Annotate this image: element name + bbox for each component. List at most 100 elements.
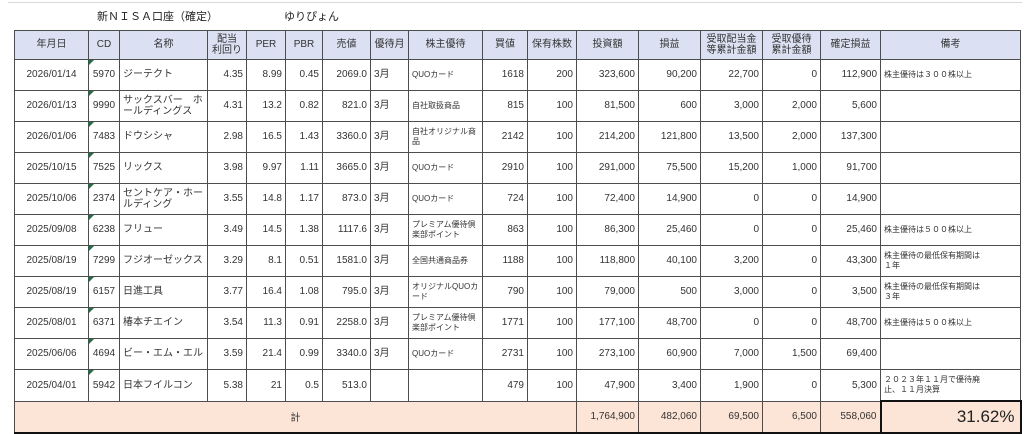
cell-remarks[interactable]: 株主優待は５００株以上 bbox=[880, 307, 1021, 339]
cell-code[interactable]: 9990 bbox=[88, 90, 120, 122]
cell-sell-price[interactable]: 3665.0 bbox=[322, 152, 371, 184]
cell-code[interactable]: 7525 bbox=[88, 152, 120, 184]
cell-fixed-profit[interactable]: 5,600 bbox=[820, 90, 881, 122]
cell-shares-held[interactable]: 100 bbox=[527, 245, 577, 277]
cell-dividend-yield[interactable]: 4.35 bbox=[207, 59, 247, 91]
cell-date[interactable]: 2026/01/06 bbox=[14, 121, 89, 153]
cell-shareholder-benefit[interactable]: QUOカード bbox=[408, 338, 483, 370]
cell-per[interactable]: 14.5 bbox=[246, 214, 286, 246]
total-investment-cell[interactable]: 1,764,900 bbox=[576, 400, 639, 434]
cell-shares-held[interactable]: 100 bbox=[527, 369, 577, 402]
cell-pbr[interactable]: 0.82 bbox=[285, 90, 323, 122]
cell-fixed-profit[interactable]: 14,900 bbox=[820, 183, 881, 215]
col-header-benefits-cum[interactable]: 受取優待 累計金額 bbox=[762, 30, 821, 60]
cell-buy-price[interactable]: 2910 bbox=[482, 152, 528, 184]
cell-date[interactable]: 2026/01/13 bbox=[14, 90, 89, 122]
col-header-shareholder-benefit[interactable]: 株主優待 bbox=[408, 30, 483, 60]
cell-date[interactable]: 2025/10/06 bbox=[14, 183, 89, 215]
cell-dividends-cum[interactable]: 3,000 bbox=[700, 276, 763, 308]
cell-benefits-cum[interactable]: 1,500 bbox=[762, 338, 821, 370]
cell-benefit-month[interactable]: 3月 bbox=[370, 214, 409, 246]
cell-shareholder-benefit[interactable]: 自社取扱商品 bbox=[408, 90, 483, 122]
cell-buy-price[interactable]: 2731 bbox=[482, 338, 528, 370]
cell-shares-held[interactable]: 100 bbox=[527, 183, 577, 215]
cell-fixed-profit[interactable]: 3,500 bbox=[820, 276, 881, 308]
cell-dividends-cum[interactable]: 3,000 bbox=[700, 90, 763, 122]
total-return-pct-cell[interactable]: 31.62% bbox=[879, 400, 1022, 434]
cell-buy-price[interactable]: 1771 bbox=[482, 307, 528, 339]
cell-profit-loss[interactable]: 60,900 bbox=[638, 338, 701, 370]
cell-shareholder-benefit[interactable]: 全国共通商品券 bbox=[408, 245, 483, 277]
cell-date[interactable]: 2025/08/01 bbox=[14, 307, 89, 339]
cell-sell-price[interactable]: 1117.6 bbox=[322, 214, 371, 246]
cell-profit-loss[interactable]: 121,800 bbox=[638, 121, 701, 153]
cell-buy-price[interactable]: 815 bbox=[482, 90, 528, 122]
cell-profit-loss[interactable]: 600 bbox=[638, 90, 701, 122]
cell-dividends-cum[interactable]: 7,000 bbox=[700, 338, 763, 370]
cell-sell-price[interactable]: 3340.0 bbox=[322, 338, 371, 370]
cell-buy-price[interactable]: 790 bbox=[482, 276, 528, 308]
col-header-name[interactable]: 名称 bbox=[119, 30, 208, 60]
cell-code[interactable]: 5942 bbox=[88, 369, 120, 402]
cell-benefits-cum[interactable]: 0 bbox=[762, 183, 821, 215]
cell-remarks[interactable] bbox=[880, 152, 1021, 184]
cell-buy-price[interactable]: 2142 bbox=[482, 121, 528, 153]
cell-benefits-cum[interactable]: 0 bbox=[762, 245, 821, 277]
cell-dividend-yield[interactable]: 3.59 bbox=[207, 338, 247, 370]
cell-name[interactable]: フリュー bbox=[119, 214, 208, 246]
cell-date[interactable]: 2025/09/08 bbox=[14, 214, 89, 246]
cell-shares-held[interactable]: 100 bbox=[527, 307, 577, 339]
cell-benefit-month[interactable]: 3月 bbox=[370, 121, 409, 153]
cell-remarks[interactable] bbox=[880, 121, 1021, 153]
cell-dividend-yield[interactable]: 3.98 bbox=[207, 152, 247, 184]
cell-date[interactable]: 2025/10/15 bbox=[14, 152, 89, 184]
cell-pbr[interactable]: 1.38 bbox=[285, 214, 323, 246]
cell-dividends-cum[interactable]: 1,900 bbox=[700, 369, 763, 402]
cell-benefit-month[interactable]: 3月 bbox=[370, 338, 409, 370]
cell-code[interactable]: 4694 bbox=[88, 338, 120, 370]
total-fixed-profit-cell[interactable]: 558,060 bbox=[820, 400, 881, 434]
cell-investment[interactable]: 291,000 bbox=[576, 152, 639, 184]
cell-buy-price[interactable]: 1188 bbox=[482, 245, 528, 277]
cell-name[interactable]: 日本フイルコン bbox=[119, 369, 208, 402]
cell-shareholder-benefit[interactable]: オリジナルQUOカード bbox=[408, 276, 483, 308]
cell-benefit-month[interactable]: 3月 bbox=[370, 59, 409, 91]
cell-pbr[interactable]: 1.08 bbox=[285, 276, 323, 308]
cell-per[interactable]: 16.4 bbox=[246, 276, 286, 308]
col-header-benefit-month[interactable]: 優待月 bbox=[370, 30, 409, 60]
cell-shares-held[interactable]: 100 bbox=[527, 214, 577, 246]
cell-benefit-month[interactable]: 3月 bbox=[370, 152, 409, 184]
total-profit-loss-cell[interactable]: 482,060 bbox=[638, 400, 701, 434]
col-header-dividends-cum[interactable]: 受取配当金 等累計金額 bbox=[700, 30, 763, 60]
cell-benefits-cum[interactable]: 0 bbox=[762, 307, 821, 339]
col-header-buy-price[interactable]: 買値 bbox=[482, 30, 528, 60]
cell-profit-loss[interactable]: 90,200 bbox=[638, 59, 701, 91]
cell-remarks[interactable]: ２０２３年１１月で優待廃 止、１１月決算 bbox=[880, 369, 1021, 402]
cell-benefits-cum[interactable]: 0 bbox=[762, 59, 821, 91]
cell-investment[interactable]: 177,100 bbox=[576, 307, 639, 339]
cell-name[interactable]: ジーテクト bbox=[119, 59, 208, 91]
cell-investment[interactable]: 118,800 bbox=[576, 245, 639, 277]
col-header-sell-price[interactable]: 売値 bbox=[322, 30, 371, 60]
cell-fixed-profit[interactable]: 43,300 bbox=[820, 245, 881, 277]
cell-sell-price[interactable]: 513.0 bbox=[322, 369, 371, 402]
cell-date[interactable]: 2025/08/19 bbox=[14, 245, 89, 277]
cell-per[interactable]: 13.2 bbox=[246, 90, 286, 122]
cell-pbr[interactable]: 0.99 bbox=[285, 338, 323, 370]
total-benefits-cell[interactable]: 6,500 bbox=[762, 400, 821, 434]
cell-dividend-yield[interactable]: 3.55 bbox=[207, 183, 247, 215]
col-header-remarks[interactable]: 備考 bbox=[880, 30, 1021, 60]
cell-name[interactable]: ドウシシャ bbox=[119, 121, 208, 153]
cell-benefit-month[interactable]: 3月 bbox=[370, 245, 409, 277]
cell-shares-held[interactable]: 100 bbox=[527, 90, 577, 122]
cell-dividends-cum[interactable]: 0 bbox=[700, 214, 763, 246]
cell-buy-price[interactable]: 1618 bbox=[482, 59, 528, 91]
cell-name[interactable]: 日進工具 bbox=[119, 276, 208, 308]
cell-benefit-month[interactable] bbox=[370, 369, 409, 402]
cell-dividends-cum[interactable]: 13,500 bbox=[700, 121, 763, 153]
cell-shareholder-benefit[interactable] bbox=[408, 369, 483, 402]
cell-pbr[interactable]: 1.17 bbox=[285, 183, 323, 215]
cell-sell-price[interactable]: 821.0 bbox=[322, 90, 371, 122]
cell-dividend-yield[interactable]: 3.49 bbox=[207, 214, 247, 246]
cell-shares-held[interactable]: 100 bbox=[527, 276, 577, 308]
